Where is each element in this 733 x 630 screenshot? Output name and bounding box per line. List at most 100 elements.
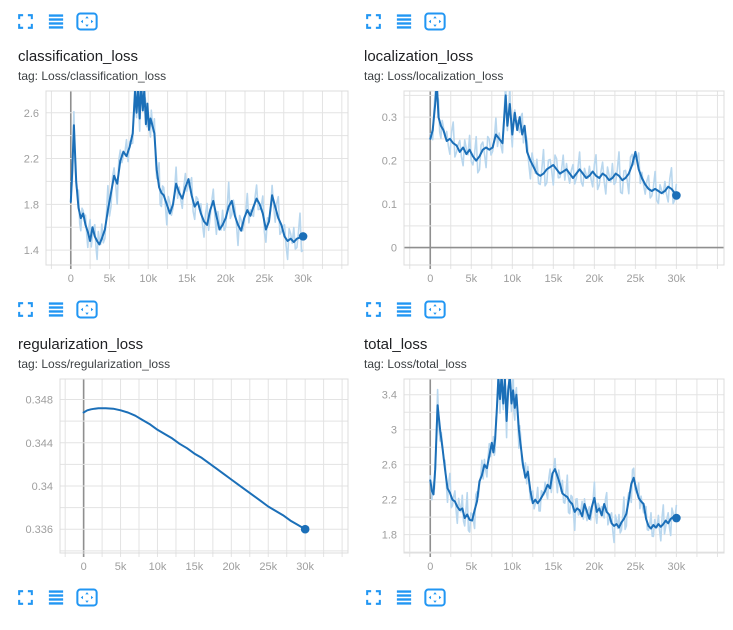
fit-domain-icon[interactable] [424, 299, 446, 319]
svg-text:2.6: 2.6 [382, 460, 397, 472]
svg-text:0: 0 [81, 561, 87, 573]
fullscreen-icon[interactable] [14, 587, 36, 607]
classification-loss-chart[interactable]: 0 5k 10k 15k 20k 25k 30k 1.4 1.8 2.2 2.6 [0, 89, 350, 289]
fullscreen-icon[interactable] [14, 11, 36, 31]
svg-text:20k: 20k [585, 273, 603, 285]
svg-text:15k: 15k [544, 561, 562, 573]
svg-text:25k: 25k [259, 561, 277, 573]
fit-domain-icon[interactable] [76, 299, 98, 319]
data-list-icon-glyph [396, 589, 412, 605]
fullscreen-icon[interactable] [362, 299, 384, 319]
data-list-icon[interactable] [45, 299, 67, 319]
fullscreen-icon-glyph [365, 589, 381, 605]
toolbar-row-top-left [0, 0, 358, 32]
chart-tag: tag: Loss/regularization_loss [18, 357, 171, 371]
svg-text:0: 0 [427, 561, 433, 573]
fullscreen-icon[interactable] [14, 299, 36, 319]
data-list-icon-glyph [48, 13, 64, 29]
svg-text:2.2: 2.2 [382, 495, 397, 507]
svg-text:0.1: 0.1 [382, 199, 397, 211]
card-toolbar [358, 586, 733, 608]
svg-text:30k: 30k [668, 561, 686, 573]
svg-text:0: 0 [427, 273, 433, 285]
svg-text:0.348: 0.348 [25, 395, 53, 407]
fit-domain-icon-glyph [424, 12, 446, 30]
card-toolbar [0, 0, 358, 32]
data-list-icon[interactable] [393, 587, 415, 607]
fit-domain-icon-glyph [76, 300, 98, 318]
card-header: total_loss tag: Loss/total_loss [358, 320, 733, 377]
chart-tag: tag: Loss/total_loss [364, 357, 467, 371]
svg-text:15k: 15k [186, 561, 204, 573]
svg-text:0: 0 [68, 273, 74, 285]
data-list-icon[interactable] [45, 11, 67, 31]
fit-domain-icon-glyph [76, 588, 98, 606]
card-toolbar [358, 0, 733, 32]
fullscreen-icon-glyph [17, 301, 33, 317]
card-header: localization_loss tag: Loss/localization… [358, 32, 733, 89]
fullscreen-icon-glyph [365, 301, 381, 317]
fullscreen-icon-glyph [17, 13, 33, 29]
fullscreen-icon-glyph [365, 13, 381, 29]
fullscreen-icon-glyph [17, 589, 33, 605]
scalar-card-total-loss: total_loss tag: Loss/total_loss 0 5k 10k 15… [358, 320, 733, 608]
data-list-icon-glyph [48, 589, 64, 605]
svg-text:0.344: 0.344 [25, 438, 53, 450]
svg-text:1.8: 1.8 [382, 530, 397, 542]
svg-text:5k: 5k [465, 273, 477, 285]
fullscreen-icon[interactable] [362, 587, 384, 607]
svg-text:0: 0 [391, 243, 397, 255]
localization-loss-chart[interactable]: 0 5k 10k 15k 20k 25k 30k 0 0.1 0.2 0.3 [358, 89, 726, 289]
data-list-icon-glyph [396, 301, 412, 317]
svg-text:2.2: 2.2 [24, 154, 39, 166]
svg-text:10k: 10k [503, 273, 521, 285]
regularization-loss-chart[interactable]: 0 5k 10k 15k 20k 25k 30k 0.336 0.34 0.344 0.348 [0, 377, 350, 577]
fullscreen-icon[interactable] [362, 11, 384, 31]
svg-text:0.3: 0.3 [382, 112, 397, 124]
fit-domain-icon-glyph [424, 300, 446, 318]
svg-text:5k: 5k [104, 273, 116, 285]
svg-text:10k: 10k [139, 273, 157, 285]
toolbar-row-top-right [358, 0, 733, 32]
svg-text:2.6: 2.6 [24, 108, 39, 120]
data-list-icon[interactable] [393, 299, 415, 319]
svg-text:25k: 25k [627, 561, 645, 573]
svg-text:30k: 30k [668, 273, 686, 285]
svg-text:0.2: 0.2 [382, 156, 397, 168]
data-list-icon-glyph [48, 301, 64, 317]
fit-domain-icon-glyph [76, 12, 98, 30]
data-list-icon-glyph [396, 13, 412, 29]
fit-domain-icon[interactable] [76, 11, 98, 31]
card-header: regularization_loss tag: Loss/regulariza… [0, 320, 358, 377]
chart-title: total_loss [364, 336, 428, 353]
svg-text:30k: 30k [296, 561, 314, 573]
card-header: classification_loss tag: Loss/classifica… [0, 32, 358, 89]
svg-text:30k: 30k [294, 273, 312, 285]
svg-text:0.34: 0.34 [32, 481, 53, 493]
chart-title: regularization_loss [18, 336, 144, 353]
chart-tag: tag: Loss/localization_loss [364, 69, 504, 83]
card-toolbar [0, 298, 358, 320]
chart-title: localization_loss [364, 48, 474, 65]
chart-tag: tag: Loss/classification_loss [18, 69, 167, 83]
card-toolbar [0, 586, 358, 608]
svg-text:25k: 25k [255, 273, 273, 285]
svg-text:15k: 15k [178, 273, 196, 285]
fit-domain-icon[interactable] [424, 587, 446, 607]
data-list-icon[interactable] [45, 587, 67, 607]
svg-text:0.336: 0.336 [25, 524, 53, 536]
data-list-icon[interactable] [393, 11, 415, 31]
total-loss-chart[interactable]: 0 5k 10k 15k 20k 25k 30k 1.8 2.2 2.6 3 3.4 [358, 377, 726, 577]
card-toolbar [358, 298, 733, 320]
fit-domain-icon[interactable] [424, 11, 446, 31]
scalars-dashboard: classification_loss tag: Loss/classifica… [0, 0, 733, 608]
svg-text:10k: 10k [503, 561, 521, 573]
svg-text:3.4: 3.4 [382, 390, 397, 402]
svg-text:1.4: 1.4 [24, 245, 39, 257]
svg-text:20k: 20k [222, 561, 240, 573]
svg-text:20k: 20k [217, 273, 235, 285]
chart-title: classification_loss [18, 48, 139, 65]
svg-text:5k: 5k [465, 561, 477, 573]
svg-text:5k: 5k [115, 561, 127, 573]
fit-domain-icon[interactable] [76, 587, 98, 607]
